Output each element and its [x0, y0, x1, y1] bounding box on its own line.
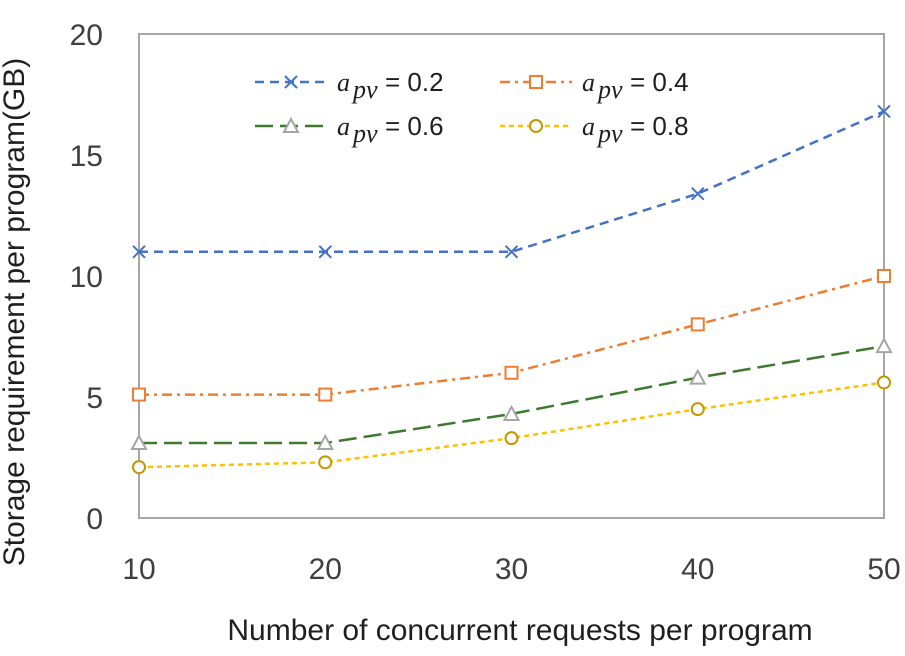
- data-point-triangle: [316, 433, 334, 450]
- legend-entry: a pv = 0.2: [255, 67, 444, 104]
- series-x: [132, 104, 891, 259]
- data-point-circle: [504, 431, 519, 446]
- legend-marker: [529, 119, 543, 133]
- series-circle: [132, 375, 891, 475]
- data-point-circle: [318, 455, 333, 470]
- x-tick-label: 40: [681, 553, 714, 586]
- legend-value: = 0.6: [385, 111, 444, 141]
- series-square: [132, 269, 891, 402]
- data-point-square: [318, 387, 333, 402]
- data-point-x: [691, 187, 705, 201]
- legend: a pv = 0.2 a pv = 0.4a pv = 0.6 a pv = 0.8: [255, 67, 689, 148]
- legend-symbol: a: [582, 68, 595, 97]
- plot-area-frame: [138, 33, 885, 519]
- series-line: [139, 110, 885, 254]
- legend-subscript: pv: [351, 75, 378, 104]
- x-tick-label: 50: [867, 553, 900, 586]
- series-layer: [130, 104, 893, 475]
- legend-subscript: pv: [596, 75, 623, 104]
- y-tick-label: 10: [70, 261, 103, 294]
- series-line: [138, 381, 885, 469]
- data-point-triangle: [502, 404, 521, 421]
- legend-value: = 0.4: [630, 67, 689, 97]
- legend-value: = 0.8: [630, 111, 689, 141]
- data-point-square: [690, 317, 705, 332]
- data-point-circle: [877, 375, 891, 390]
- legend-marker: [529, 75, 543, 89]
- y-tick-label: 5: [86, 382, 103, 415]
- data-point-x: [318, 245, 332, 259]
- data-point-x: [504, 245, 519, 259]
- x-axis-title: Number of concurrent requests per progra…: [227, 614, 812, 647]
- y-axis-title: Storage requirement per program(GB): [0, 58, 31, 567]
- legend-marker: [284, 75, 298, 89]
- x-tick-label: 20: [309, 553, 342, 586]
- data-point-square: [877, 269, 891, 283]
- legend-symbol: a: [337, 112, 350, 141]
- x-axis-ticks: 10 20 30 40 50: [122, 553, 900, 586]
- data-point-square: [504, 365, 519, 380]
- data-point-triangle: [130, 433, 148, 450]
- y-tick-label: 0: [86, 503, 103, 536]
- y-tick-label: 20: [70, 19, 103, 52]
- legend-entry: a pv = 0.4: [500, 67, 689, 104]
- data-point-triangle: [689, 368, 707, 385]
- legend-subscript: pv: [596, 119, 623, 148]
- x-tick-label: 10: [122, 553, 155, 586]
- y-tick-label: 15: [70, 140, 103, 173]
- data-point-x: [132, 245, 146, 259]
- data-point-square: [132, 387, 146, 402]
- x-tick-label: 30: [495, 553, 528, 586]
- legend-entry: a pv = 0.6: [255, 111, 444, 148]
- data-point-circle: [132, 460, 146, 475]
- data-point-triangle: [875, 337, 893, 354]
- legend-value: = 0.2: [385, 67, 444, 97]
- y-axis-ticks: 0 5 10 15 20: [70, 19, 103, 536]
- legend-subscript: pv: [351, 119, 378, 148]
- series-line: [139, 344, 885, 445]
- data-point-x: [877, 104, 891, 119]
- legend-symbol: a: [337, 68, 350, 97]
- data-point-circle: [690, 402, 705, 417]
- legend-entry: a pv = 0.8: [500, 111, 689, 148]
- series-triangle: [130, 337, 893, 450]
- legend-symbol: a: [582, 112, 595, 141]
- legend-marker: [282, 116, 300, 133]
